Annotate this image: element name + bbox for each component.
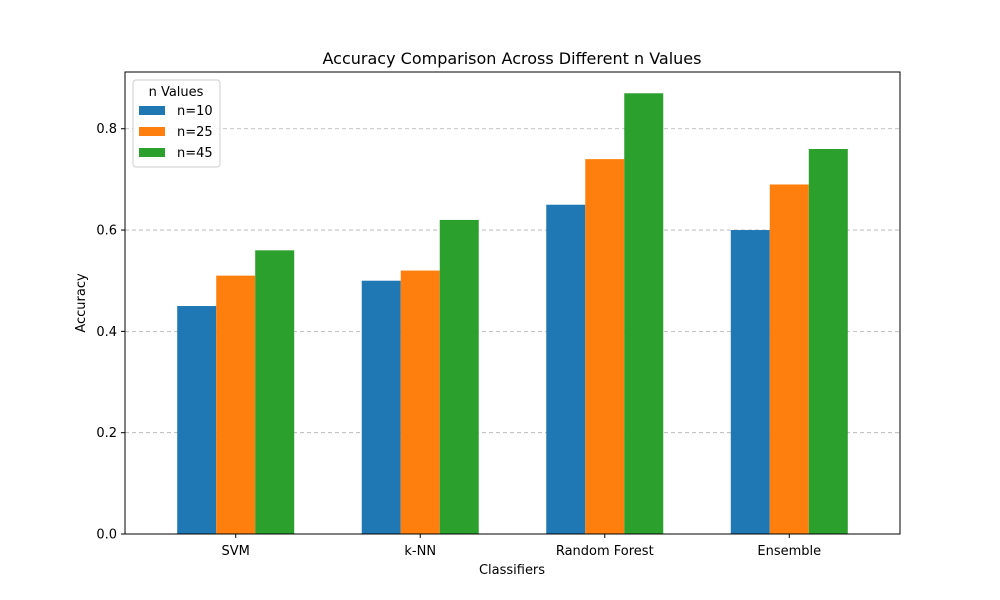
legend-swatch [139,127,165,136]
bar-ensemble-n25 [769,184,809,535]
legend-label: n=45 [177,146,213,161]
bar-random-forest-n25 [585,159,625,534]
y-tick-label: 0.8 [96,122,117,137]
y-tick-label: 0.0 [96,528,117,543]
bar-svm-n10 [177,306,217,534]
bar-random-forest-n10 [546,204,586,534]
x-axis-ticks: SVM k-NN Random Forest Ensemble [222,534,821,559]
bar-random-forest-n45 [624,93,664,535]
y-axis-label: Accuracy [74,273,89,333]
x-axis-label: Classifiers [479,563,545,578]
chart-title: Accuracy Comparison Across Different n V… [323,49,702,68]
bar-ensemble-n10 [730,230,770,535]
x-tick-label: Random Forest [556,544,654,559]
legend-box [132,79,221,168]
plot-frame [124,71,901,535]
legend-label: n=25 [177,125,213,140]
legend-title: n Values [149,85,204,100]
legend-label: n=10 [177,104,213,119]
bars-group [177,93,848,535]
legend-swatch [139,106,165,115]
bar-k-nn-n25 [400,270,440,534]
x-tick-label: k-NN [404,544,436,559]
bar-k-nn-n45 [439,219,479,534]
y-tick-label: 0.6 [96,224,117,239]
bar-svm-n25 [216,275,256,534]
x-tick-label: Ensemble [757,544,821,559]
x-tick-label: SVM [222,544,250,559]
y-axis-ticks: 0.0 0.2 0.4 0.6 0.8 [96,122,125,543]
bar-k-nn-n10 [361,280,401,534]
y-tick-label: 0.2 [96,426,117,441]
y-tick-label: 0.4 [96,325,117,340]
bar-ensemble-n45 [808,149,848,534]
bar-svm-n45 [255,250,295,534]
legend: n Values n=10 n=25 n=45 [132,79,221,168]
legend-swatch [139,148,165,157]
